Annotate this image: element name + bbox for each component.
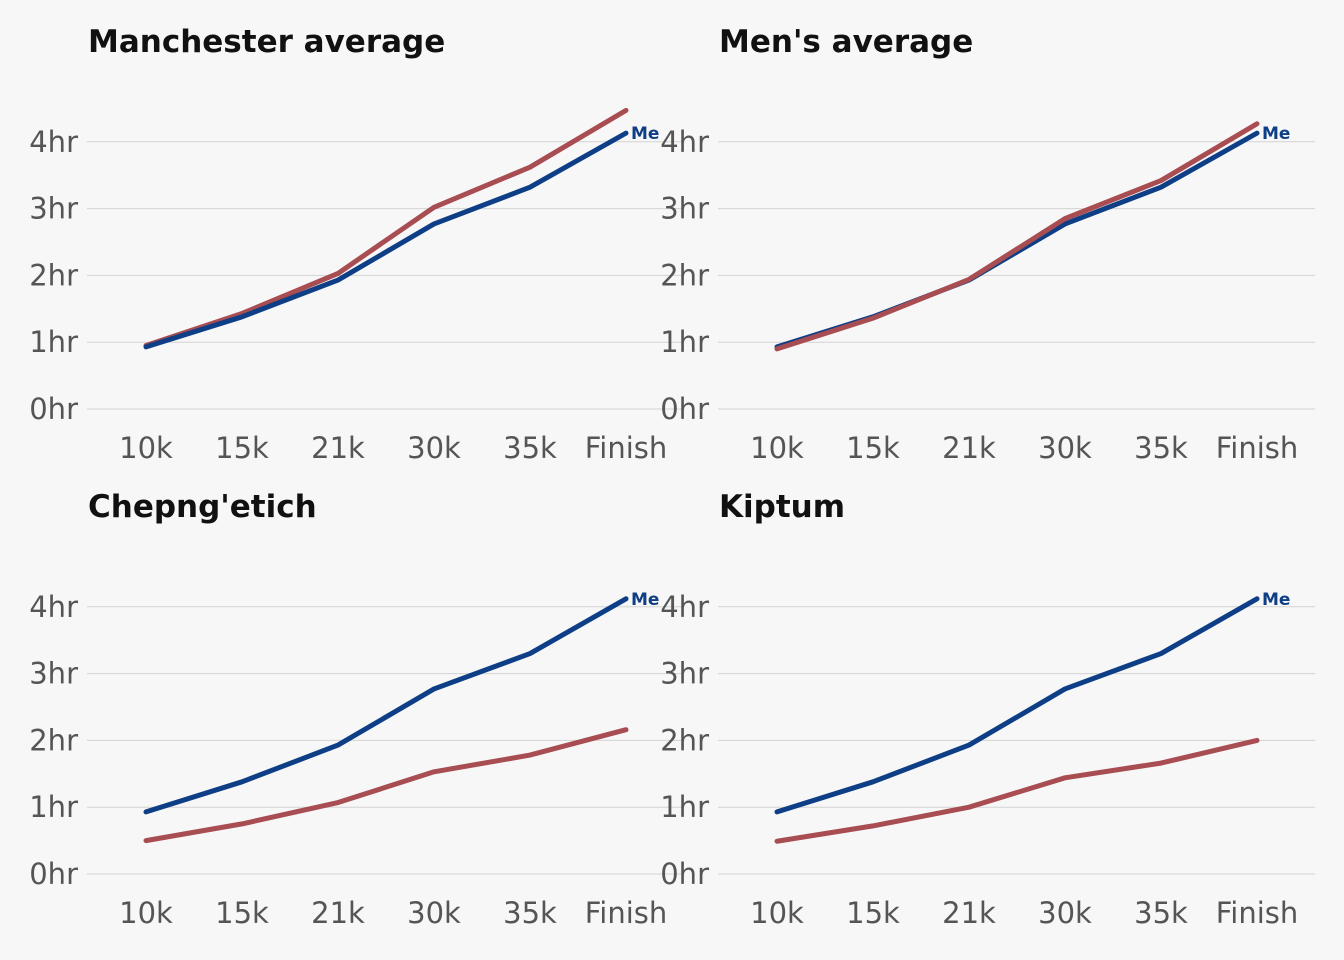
x-tick-label: 30k (407, 431, 461, 465)
series-end-label-me: Me (631, 590, 659, 610)
y-tick-label: 3hr (660, 192, 709, 226)
x-tick-label: Finish (585, 431, 668, 465)
y-tick-label: 2hr (29, 258, 78, 292)
y-tick-label: 0hr (29, 857, 78, 891)
y-tick-label: 0hr (660, 857, 709, 891)
chart-panel-kiptum: Kiptum 0hr 1hr 2hr 3hr 4hr 10k 15k 21k 30k 35k Fini… (660, 489, 1315, 930)
y-tick-label: 4hr (29, 125, 78, 159)
series-line-comparison (143, 727, 629, 844)
panel-title: Kiptum (719, 489, 845, 525)
x-tick-label: 10k (750, 431, 804, 465)
x-tick-label: 35k (503, 431, 557, 465)
panel-title: Manchester average (88, 24, 445, 60)
series-line-comparison (143, 107, 629, 349)
series-line-comparison (774, 121, 1260, 352)
y-tick-label: 0hr (29, 392, 78, 426)
x-tick-label: 10k (750, 896, 804, 930)
chart-panel-men-s-average: Men's average 0hr 1hr 2hr 3hr 4hr 10k 15k 21k 30k… (660, 24, 1315, 465)
y-tick-label: 3hr (660, 657, 709, 691)
x-tick-label: Finish (1216, 896, 1299, 930)
x-tick-label: 35k (503, 896, 557, 930)
x-tick-label: 30k (1038, 431, 1092, 465)
y-tick-label: 2hr (660, 258, 709, 292)
y-tick-label: 1hr (660, 790, 709, 824)
chart-panel-manchester-average: Manchester average 0hr 1hr 2hr 3hr 4hr 10k 15k 2… (29, 24, 684, 465)
y-tick-label: 1hr (29, 790, 78, 824)
y-tick-label: 3hr (29, 657, 78, 691)
x-tick-label: 15k (846, 431, 900, 465)
chart-panel-chepng-etich: Chepng'etich 0hr 1hr 2hr 3hr 4hr 10k 15k 21k 30k 3… (29, 489, 684, 930)
y-tick-label: 4hr (29, 590, 78, 624)
panel-title: Men's average (719, 24, 973, 60)
series-end-label-me: Me (631, 124, 659, 144)
panel-title: Chepng'etich (88, 489, 317, 525)
series-end-label-me: Me (1262, 124, 1290, 144)
y-tick-label: 0hr (660, 392, 709, 426)
x-tick-label: 15k (215, 896, 269, 930)
y-tick-label: 4hr (660, 125, 709, 159)
y-tick-label: 4hr (660, 590, 709, 624)
y-tick-label: 2hr (29, 723, 78, 757)
x-tick-label: 21k (942, 896, 996, 930)
series-end-label-me: Me (1262, 590, 1290, 610)
series-line-comparison (774, 737, 1260, 844)
x-tick-label: 10k (119, 896, 173, 930)
x-tick-label: 21k (942, 431, 996, 465)
y-tick-label: 1hr (660, 325, 709, 359)
y-tick-label: 3hr (29, 192, 78, 226)
x-tick-label: 30k (1038, 896, 1092, 930)
x-tick-label: 10k (119, 431, 173, 465)
series-line-me (774, 596, 1260, 815)
series-line-me (143, 130, 629, 350)
x-tick-label: 15k (215, 431, 269, 465)
x-tick-label: 30k (407, 896, 461, 930)
x-tick-label: 21k (311, 431, 365, 465)
x-tick-label: 21k (311, 896, 365, 930)
series-line-me (143, 596, 629, 815)
x-tick-label: Finish (585, 896, 668, 930)
x-tick-label: 35k (1134, 431, 1188, 465)
x-tick-label: 35k (1134, 896, 1188, 930)
x-tick-label: 15k (846, 896, 900, 930)
y-tick-label: 2hr (660, 723, 709, 757)
y-tick-label: 1hr (29, 325, 78, 359)
x-tick-label: Finish (1216, 431, 1299, 465)
